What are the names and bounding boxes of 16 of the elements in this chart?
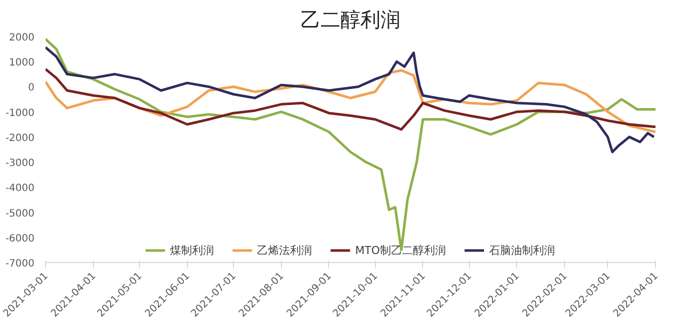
y-tick-label: 0 bbox=[28, 82, 35, 94]
legend-label: MTO制乙二醇利润 bbox=[355, 242, 446, 258]
y-tick-label: -2000 bbox=[5, 132, 35, 144]
legend-label: 煤制利润 bbox=[170, 242, 214, 258]
y-tick-label: -5000 bbox=[5, 208, 35, 220]
y-tick-label: -1000 bbox=[5, 108, 35, 119]
y-tick-label: -7000 bbox=[5, 258, 35, 270]
y-tick-label: 2000 bbox=[9, 32, 35, 44]
y-tick-label: 1000 bbox=[9, 58, 35, 69]
chart-title: 乙二醇利润 bbox=[300, 8, 400, 32]
y-tick-label: -4000 bbox=[5, 183, 35, 194]
line-series bbox=[46, 46, 656, 154]
legend-label: 乙烯法利润 bbox=[257, 242, 312, 258]
y-tick-label: -6000 bbox=[5, 233, 35, 244]
y-tick-label: -3000 bbox=[5, 158, 35, 170]
legend-label: 石脑油制利润 bbox=[488, 242, 555, 258]
